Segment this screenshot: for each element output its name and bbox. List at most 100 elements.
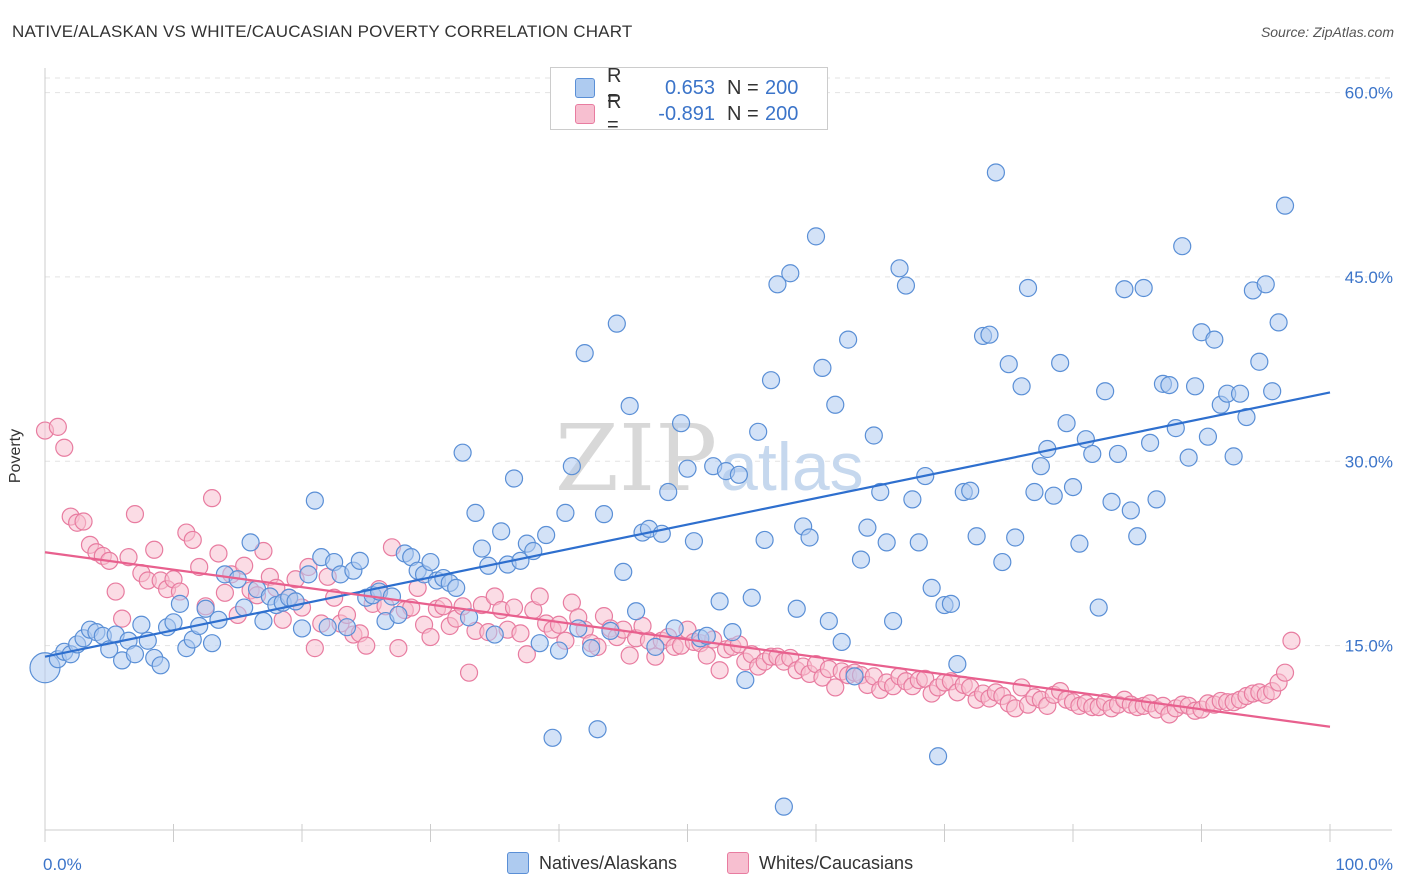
natives-point: [299, 565, 318, 584]
legend-n-label: N =: [727, 76, 759, 99]
natives-point: [877, 533, 896, 552]
natives-point: [826, 395, 845, 414]
natives-point: [1179, 448, 1198, 467]
natives-point: [626, 602, 646, 621]
natives-point: [1134, 278, 1153, 298]
natives-point: [961, 481, 980, 500]
legend-swatch-blue: [575, 78, 595, 98]
natives-point: [909, 533, 928, 552]
legend-swatch-natives: [507, 852, 529, 874]
y-tick-label: 45.0%: [1345, 268, 1393, 287]
axes: [44, 68, 1392, 842]
correlation-legend: R = 0.653 N = 200 R = -0.891 N = 200: [550, 65, 828, 136]
natives-point: [1263, 382, 1282, 401]
legend-row-natives: R = 0.653 N = 200: [575, 65, 798, 110]
natives-point: [819, 611, 838, 631]
natives-trend-line: [44, 391, 1331, 658]
whites-point: [459, 663, 479, 682]
chart-title: NATIVE/ALASKAN VS WHITE/CAUCASIAN POVERT…: [12, 22, 633, 41]
whites-point: [145, 540, 164, 559]
legend-label-natives: Natives/Alaskans: [539, 852, 678, 873]
natives-point: [151, 656, 170, 675]
natives-point: [305, 491, 324, 510]
natives-point: [1269, 313, 1288, 332]
natives-point: [1147, 490, 1166, 509]
natives-point: [607, 314, 626, 333]
natives-point: [549, 641, 569, 660]
natives-point: [196, 599, 215, 618]
natives-point: [1089, 598, 1108, 617]
whites-point: [826, 678, 845, 697]
natives-point: [729, 465, 749, 484]
whites-point: [1012, 678, 1031, 697]
whites-point: [357, 636, 376, 655]
natives-point: [254, 611, 273, 631]
whites-point: [389, 639, 408, 658]
whites-point: [530, 587, 549, 606]
whites-point: [190, 557, 209, 577]
natives-point: [903, 490, 922, 509]
natives-alaskans-points: [29, 163, 1295, 816]
natives-point: [594, 505, 614, 524]
whites-point: [106, 582, 125, 601]
whites-point: [710, 661, 729, 680]
legend-item-whites[interactable]: Whites/Caucasians: [727, 852, 913, 874]
natives-point: [1063, 478, 1083, 497]
natives-point: [350, 551, 369, 570]
legend-label-whites: Whites/Caucasians: [759, 852, 914, 873]
natives-point: [292, 619, 312, 638]
whites-point: [183, 530, 202, 550]
natives-point: [761, 371, 781, 390]
x-tick-label: 0.0%: [43, 855, 82, 874]
natives-point: [1057, 414, 1076, 433]
whites-point: [504, 598, 524, 617]
natives-point: [723, 623, 742, 642]
watermark: ZIP atlas: [555, 405, 864, 512]
whites-point: [112, 609, 132, 628]
whites-point: [119, 548, 138, 567]
natives-point: [845, 667, 864, 686]
tick-labels: 15.0% 30.0% 45.0% 60.0% 0.0% 100.0%: [43, 84, 1393, 874]
natives-point: [1070, 534, 1089, 553]
natives-point: [659, 482, 678, 502]
natives-point: [678, 459, 697, 478]
natives-point: [928, 747, 948, 766]
natives-point: [1198, 427, 1218, 446]
natives-point: [832, 632, 851, 652]
whites-point: [421, 627, 440, 647]
natives-point: [543, 728, 562, 747]
natives-point: [202, 634, 222, 653]
natives-point: [646, 637, 665, 656]
legend-r-value: -0.891: [658, 102, 715, 125]
natives-point: [1025, 482, 1044, 502]
natives-point: [800, 528, 819, 547]
natives-point: [492, 522, 511, 541]
whites-point: [125, 505, 145, 524]
whites-point: [55, 438, 74, 457]
natives-point: [1185, 377, 1205, 396]
natives-point: [1006, 528, 1025, 547]
whites-trend-line: [44, 551, 1331, 728]
natives-point: [896, 276, 916, 295]
natives-point: [1250, 352, 1269, 371]
whites-point: [517, 645, 536, 664]
natives-point: [588, 720, 607, 739]
legend-r-label: R =: [607, 91, 622, 136]
natives-point: [125, 645, 145, 664]
natives-point: [170, 594, 190, 613]
natives-point: [562, 457, 581, 476]
legend-n-label: N =: [727, 102, 759, 125]
legend-swatch-pink: [575, 104, 595, 124]
natives-point: [948, 654, 967, 674]
natives-point: [787, 599, 806, 618]
natives-point: [1205, 330, 1224, 349]
natives-point: [999, 355, 1018, 374]
legend-item-natives[interactable]: Natives/Alaskans: [507, 852, 677, 874]
natives-point: [774, 797, 793, 816]
legend-row-whites: R = -0.891 N = 200: [575, 91, 798, 136]
natives-point: [132, 615, 151, 634]
natives-point: [575, 344, 594, 363]
natives-point: [1160, 375, 1179, 395]
whites-point: [48, 417, 67, 436]
natives-point: [1044, 486, 1063, 505]
